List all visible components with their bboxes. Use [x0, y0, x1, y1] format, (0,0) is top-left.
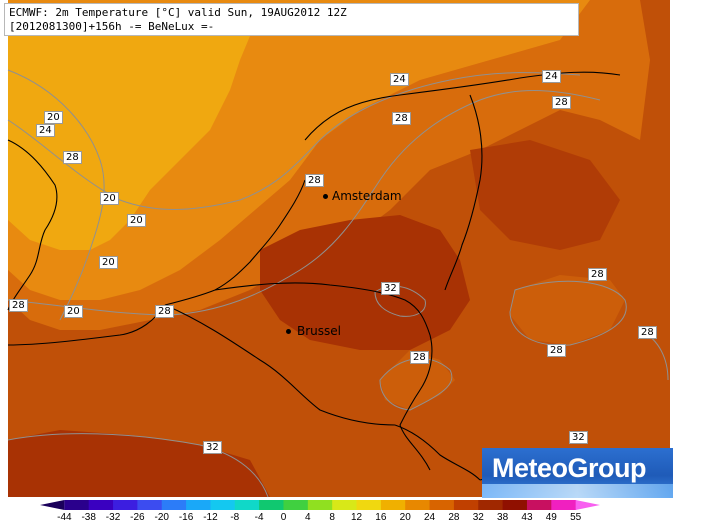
temp-zone-32-plus-east — [470, 140, 620, 250]
color-scale-swatch — [64, 500, 90, 510]
isotherm-label: 20 — [44, 111, 63, 124]
color-scale-swatch — [551, 500, 577, 510]
coastline-wadden — [304, 71, 621, 141]
border-nl-de — [444, 94, 483, 291]
color-scale-swatch — [259, 500, 284, 510]
border-be-fr — [164, 304, 396, 426]
color-scale-tick-label: -44 — [57, 512, 72, 523]
color-scale-tick-label: 16 — [375, 512, 387, 523]
isotherm-label: 20 — [99, 256, 118, 269]
isotherm-32-border — [374, 285, 426, 317]
isotherm-label: 20 — [64, 305, 83, 318]
map-header: ECMWF: 2m Temperature [°C] valid Sun, 19… — [4, 3, 579, 36]
color-scale-tick-label: 43 — [521, 512, 533, 523]
isotherm-label: 28 — [305, 174, 324, 187]
color-scale-swatch — [210, 500, 236, 510]
isotherm-label: 32 — [381, 282, 400, 295]
color-scale-tick-label: -12 — [203, 512, 218, 523]
isotherm-label: 20 — [127, 214, 146, 227]
color-scale-tick-label: 0 — [280, 512, 287, 523]
color-scale-swatch — [575, 500, 600, 510]
isotherm-label: 20 — [100, 192, 119, 205]
isotherm-label: 32 — [203, 441, 222, 454]
header-run-line: [2012081300]+156h -= BeNeLux =- — [9, 20, 215, 33]
color-scale-bar — [40, 500, 600, 510]
color-scale-tick-label: 49 — [545, 512, 557, 523]
isotherm-label: 28 — [63, 151, 82, 164]
header-title-line: ECMWF: 2m Temperature [°C] valid Sun, 19… — [9, 6, 347, 19]
isotherm-label: 24 — [36, 124, 55, 137]
color-scale-swatch — [526, 500, 552, 510]
isotherm-label: 28 — [588, 268, 607, 281]
city-label-brussel: Brussel — [297, 324, 341, 338]
color-scale-tick-label: 28 — [448, 512, 460, 523]
logo-text: MeteoGroup — [492, 453, 647, 483]
color-scale-swatch — [453, 500, 479, 510]
color-scale-tick-label: -8 — [230, 512, 240, 523]
color-scale-swatch — [88, 500, 114, 510]
temp-zone-32-plus — [260, 215, 470, 350]
isotherm-label: 28 — [9, 299, 28, 312]
color-scale-swatch — [234, 500, 260, 510]
border-be-nl — [214, 282, 431, 336]
color-scale-swatch — [478, 500, 504, 510]
isotherm-label: 28 — [638, 326, 657, 339]
color-scale-tick-label: 32 — [472, 512, 484, 523]
color-scale-swatch — [283, 500, 309, 510]
isotherm-label: 28 — [547, 344, 566, 357]
color-scale-swatch — [429, 500, 455, 510]
isotherm-label: 24 — [542, 70, 561, 83]
isotherm-label: 32 — [569, 431, 588, 444]
color-scale-swatch — [405, 500, 431, 510]
isotherm-label: 28 — [155, 305, 174, 318]
meteogroup-logo: MeteoGroup — [482, 448, 673, 498]
isotherm-label: 28 — [410, 351, 429, 364]
border-be-de-lu — [399, 334, 433, 471]
temp-zone-16-20 — [8, 36, 250, 250]
color-scale-tick-label: 55 — [570, 512, 582, 523]
color-scale-tick-label: 20 — [399, 512, 411, 523]
isotherm-32-south — [7, 433, 269, 498]
color-scale-tick-label: 4 — [305, 512, 311, 523]
isotherm-label: 28 — [392, 112, 411, 125]
color-scale-swatch — [40, 500, 65, 510]
color-scale-tick-label: -32 — [105, 512, 121, 523]
isotherm-label: 28 — [552, 96, 571, 109]
color-scale-swatch — [137, 500, 163, 510]
color-scale-tick-label: -26 — [130, 512, 145, 523]
temp-zone-28-east-island — [510, 275, 625, 345]
color-scale-tick-label: 38 — [497, 512, 509, 523]
color-scale-swatch — [161, 500, 187, 510]
color-scale-swatch — [502, 500, 528, 510]
coastline-france — [7, 304, 166, 346]
color-scale-swatch — [356, 500, 382, 510]
color-scale-tick-label: -20 — [154, 512, 169, 523]
color-scale-tick-label: 24 — [424, 512, 436, 523]
temp-zone-28-south-island — [380, 350, 455, 410]
color-scale-tick-label: 8 — [329, 512, 335, 523]
color-scale-tick-label: -4 — [254, 512, 264, 523]
color-scale-swatch — [307, 500, 333, 510]
color-scale-swatch — [332, 500, 358, 510]
color-scale-tick-label: -16 — [178, 512, 194, 523]
logo-wave — [482, 484, 673, 498]
coastline-uk — [7, 139, 58, 311]
color-scale-tick-label: 12 — [350, 512, 363, 523]
coastline-nl-be — [164, 179, 306, 306]
color-scale-swatch — [380, 500, 406, 510]
city-marker-brussel — [286, 329, 291, 334]
color-scale-swatch — [113, 500, 138, 510]
color-scale-tick-label: -38 — [81, 512, 96, 523]
isotherm-label: 24 — [390, 73, 409, 86]
city-label-amsterdam: Amsterdam — [332, 189, 402, 203]
isotherm-28 — [7, 90, 601, 316]
city-marker-amsterdam — [323, 194, 328, 199]
color-scale-swatch — [186, 500, 211, 510]
isotherm-28-east — [509, 280, 627, 346]
border-lu-fr — [394, 424, 481, 481]
